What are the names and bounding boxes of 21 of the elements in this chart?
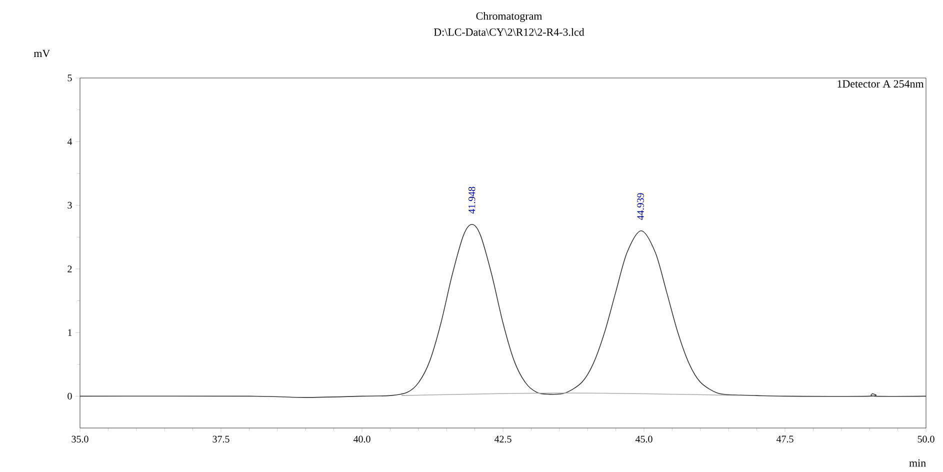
- chart-subtitle: D:\LC-Data\CY\2\R12\2-R4-3.lcd: [434, 28, 584, 36]
- y-axis-title: mV: [34, 50, 50, 58]
- x-tick-label: 40.0: [353, 436, 370, 443]
- annotation: 41.948: [468, 186, 476, 214]
- y-tick-label: 0: [68, 392, 72, 400]
- annotation: 44.939: [637, 193, 644, 220]
- y-tick-label: 2: [68, 266, 72, 272]
- y-tick-label: 3: [68, 202, 72, 209]
- y-tick-label: 5: [68, 74, 72, 82]
- y-tick-label: 4: [67, 138, 72, 145]
- annotation: 1Detector A 254nm: [838, 80, 924, 88]
- x-tick-label: 50.0: [918, 436, 934, 443]
- x-tick-label: 47.5: [776, 436, 794, 442]
- x-tick-label: 35.0: [72, 436, 88, 443]
- line-series: [80, 224, 926, 398]
- x-tick-label: 45.0: [635, 436, 652, 443]
- chart-title: Chromatogram: [476, 12, 542, 22]
- x-tick-label: 37.5: [212, 436, 230, 443]
- y-tick-label: 1: [68, 329, 72, 336]
- x-axis-title: min: [909, 459, 926, 467]
- x-tick-label: 42.5: [494, 436, 512, 443]
